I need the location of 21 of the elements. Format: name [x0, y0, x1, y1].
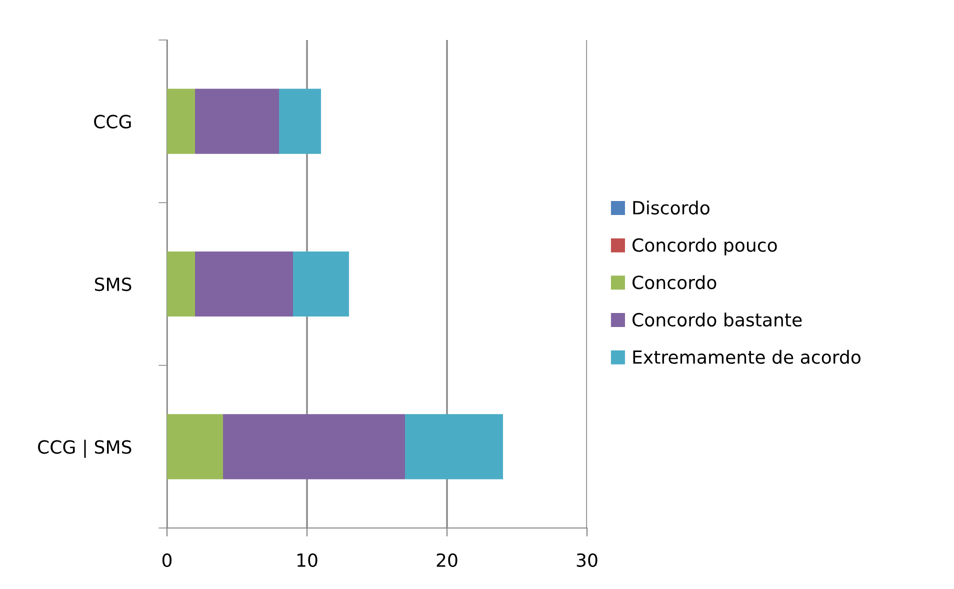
legend-label: Extremamente de acordo [633, 350, 861, 364]
bar [167, 414, 223, 480]
bar [195, 251, 293, 317]
y-tick-label: CCG | SMS [38, 440, 132, 458]
x-tick-label: 10 [297, 553, 318, 567]
legend-label: Discordo [633, 200, 710, 215]
bar [223, 414, 405, 480]
bar [293, 251, 349, 317]
bar [167, 251, 195, 317]
bar [279, 88, 321, 154]
y-tick-label: CCG [94, 114, 131, 128]
y-tick-label: SMS [94, 277, 132, 292]
bar [167, 88, 195, 154]
legend-label: Concordo [632, 275, 716, 290]
x-tick-label: 0 [162, 553, 172, 567]
legend-label: Concordo pouco [632, 238, 777, 256]
x-tick-label: 20 [436, 553, 458, 567]
bar [195, 88, 279, 154]
bar [405, 414, 503, 480]
legend-label: Concordo bastante [632, 312, 802, 327]
x-tick-label: 30 [576, 553, 598, 567]
